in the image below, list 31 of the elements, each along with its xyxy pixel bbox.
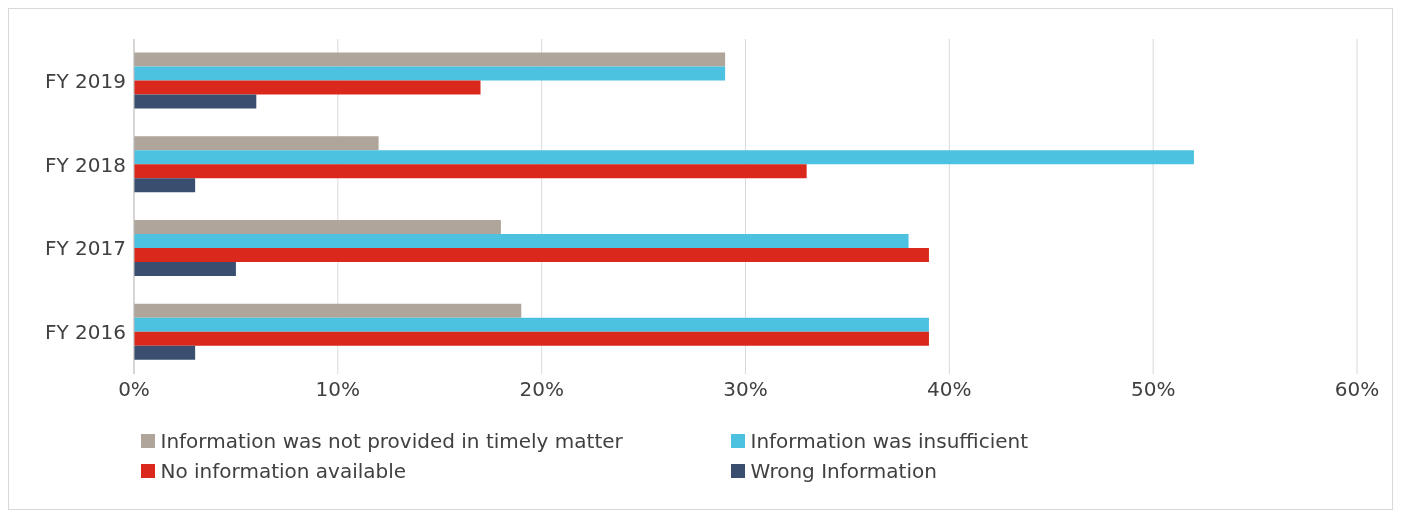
x-tick-label: 60% <box>1334 377 1380 402</box>
x-tick-label: 50% <box>1130 377 1176 402</box>
y-tick-label: FY 2017 <box>45 236 126 261</box>
bar <box>134 80 481 95</box>
bar <box>134 94 257 109</box>
legend-label: Wrong Information <box>750 459 937 483</box>
bar <box>134 233 909 248</box>
x-tick-label: 40% <box>927 377 972 402</box>
bar <box>134 52 726 67</box>
x-tick-label: 30% <box>723 377 768 402</box>
x-tick-label: 0% <box>118 377 150 402</box>
bar <box>134 164 807 179</box>
x-tick-label: 20% <box>519 377 564 402</box>
y-tick-label: FY 2016 <box>45 320 126 345</box>
legend-label: Information was not provided in timely matter <box>160 429 623 453</box>
legend-label: No information available <box>160 459 407 483</box>
bar <box>134 345 196 360</box>
bar <box>134 247 929 262</box>
bar <box>134 150 1194 165</box>
legend-label: Information was insufficient <box>750 429 1029 453</box>
bar <box>134 178 196 193</box>
bar <box>134 317 929 332</box>
bar <box>134 219 501 234</box>
bar <box>134 303 522 318</box>
x-tick-label: 10% <box>315 377 361 402</box>
y-tick-label: FY 2018 <box>45 152 126 177</box>
bar <box>134 261 236 276</box>
bar <box>134 66 726 81</box>
bar <box>134 331 929 346</box>
y-tick-label: FY 2019 <box>45 68 126 93</box>
bar <box>134 136 379 151</box>
